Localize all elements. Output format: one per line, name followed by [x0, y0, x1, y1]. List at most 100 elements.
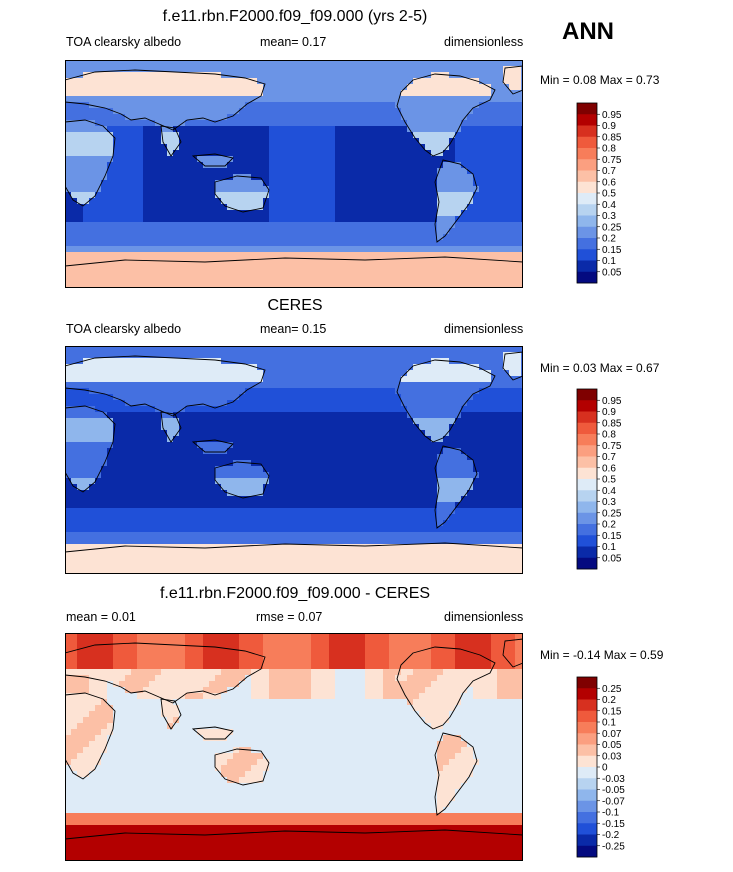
colorbar-tick-label: 0.4	[602, 200, 616, 211]
colorbar-swatch	[577, 467, 597, 480]
colorbar-tick-label: 0.25	[602, 684, 622, 695]
panel-3-minmax: Min = -0.14 Max = 0.59	[540, 648, 664, 662]
map-frame	[65, 346, 523, 574]
colorbar-tick-label: 0.8	[602, 144, 616, 155]
colorbar-tick-label: 0.95	[602, 396, 622, 407]
colorbar-tick-label: 0.8	[602, 430, 616, 441]
colorbar-swatch	[577, 767, 597, 779]
map-field	[65, 60, 523, 288]
colorbar-tick-label: -0.03	[602, 774, 625, 785]
colorbar-tick-label: 0.2	[602, 520, 616, 531]
colorbar-tick-label: 0.1	[602, 542, 616, 553]
colorbar-tick-label: 0.5	[602, 475, 616, 486]
map-frame	[65, 60, 523, 288]
colorbar-swatch	[577, 710, 597, 723]
colorbar-swatch	[577, 445, 597, 457]
colorbar-swatch	[577, 744, 597, 757]
map-frame	[65, 633, 523, 861]
colorbar-swatch	[577, 535, 597, 547]
map-field	[65, 346, 523, 574]
colorbar-swatch	[577, 103, 597, 115]
colorbar-swatch	[577, 557, 597, 570]
panel-3-map	[65, 633, 523, 861]
colorbar-swatch	[577, 422, 597, 435]
panel-3-units-label: dimensionless	[444, 610, 524, 624]
colorbar-tick-label: -0.05	[602, 785, 625, 796]
colorbar-swatch	[577, 789, 597, 802]
colorbar-tick-label: -0.2	[602, 830, 620, 841]
colorbar-swatch	[577, 389, 597, 401]
colorbar-swatch	[577, 512, 597, 525]
colorbar-swatch	[577, 699, 597, 712]
colorbar-swatch	[577, 778, 597, 790]
panel-2-title: CERES	[267, 297, 323, 314]
colorbar-swatch	[577, 479, 597, 491]
panel-3-title: f.e11.rbn.F2000.f09_f09.000 - CERES	[159, 585, 431, 602]
colorbar-tick-label: 0.15	[602, 245, 622, 256]
colorbar-swatch	[577, 434, 597, 446]
map-coastlines	[65, 638, 523, 861]
colorbar-tick-label: 0.05	[602, 267, 622, 278]
colorbar-swatch	[577, 125, 597, 138]
panel-2-minmax: Min = 0.03 Max = 0.67	[540, 361, 660, 375]
colorbar-swatch	[577, 501, 597, 514]
panel-1-colorbar: 0.950.90.850.80.750.70.60.50.40.30.250.2…	[576, 102, 622, 284]
panel-1-variable-label: TOA clearsky albedo	[66, 35, 182, 49]
colorbar-tick-label: 0.85	[602, 132, 622, 143]
colorbar-swatch	[577, 181, 597, 194]
colorbar-swatch	[577, 546, 597, 559]
colorbar-tick-label: 0.7	[602, 166, 616, 177]
colorbar-tick-label: -0.25	[602, 841, 625, 852]
panel-3-colorbar: 0.250.20.150.10.070.050.030-0.03-0.05-0.…	[576, 676, 625, 858]
panel-2-variable-label: TOA clearsky albedo	[66, 322, 182, 336]
colorbar-swatch	[577, 400, 597, 412]
colorbar-swatch	[577, 159, 597, 171]
panel-2-mean-label: mean= 0.15	[260, 322, 327, 336]
panel-1-units-label: dimensionless	[444, 35, 524, 49]
colorbar-tick-label: 0.15	[602, 531, 622, 542]
colorbar-tick-label: 0.6	[602, 463, 616, 474]
colorbar-swatch	[577, 249, 597, 261]
panel-1-title: f.e11.rbn.F2000.f09_f09.000 (yrs 2-5)	[162, 8, 428, 25]
colorbar-tick-label: 0.05	[602, 553, 622, 564]
colorbar-swatch	[577, 688, 597, 700]
colorbar-swatch	[577, 170, 597, 183]
colorbar-swatch	[577, 271, 597, 284]
colorbar-tick-label: 0.07	[602, 729, 622, 740]
colorbar-tick-label: -0.15	[602, 819, 625, 830]
colorbar-swatch	[577, 193, 597, 205]
colorbar-swatch	[577, 148, 597, 160]
colorbar-swatch	[577, 524, 597, 536]
colorbar-swatch	[577, 456, 597, 469]
colorbar-tick-label: 0.85	[602, 418, 622, 429]
colorbar-swatch	[577, 845, 597, 858]
panel-3-mean-label: mean = 0.01	[66, 610, 136, 624]
colorbar-tick-label: 0.15	[602, 706, 622, 717]
colorbar-swatch	[577, 834, 597, 847]
colorbar-tick-label: 0.2	[602, 695, 616, 706]
colorbar-tick-label: 0.25	[602, 508, 622, 519]
colorbar-tick-label: 0.95	[602, 110, 622, 121]
colorbar-tick-label: 0.03	[602, 751, 622, 762]
colorbar-swatch	[577, 677, 597, 689]
colorbar-swatch	[577, 260, 597, 273]
colorbar-swatch	[577, 800, 597, 813]
colorbar-swatch	[577, 722, 597, 734]
colorbar-swatch	[577, 411, 597, 424]
colorbar-tick-label: 0.25	[602, 222, 622, 233]
colorbar-tick-label: 0.4	[602, 486, 616, 497]
colorbar-tick-label: 0.05	[602, 740, 622, 751]
panel-1-minmax: Min = 0.08 Max = 0.73	[540, 73, 660, 87]
colorbar-swatch	[577, 136, 597, 149]
colorbar-tick-label: 0.3	[602, 497, 616, 508]
colorbar-swatch	[577, 733, 597, 745]
colorbar-tick-label: 0.1	[602, 256, 616, 267]
colorbar-swatch	[577, 215, 597, 228]
colorbar-swatch	[577, 204, 597, 216]
colorbar-swatch	[577, 238, 597, 250]
colorbar-swatch	[577, 490, 597, 502]
colorbar-swatch	[577, 226, 597, 239]
panel-1-map	[65, 60, 523, 288]
colorbar-tick-label: 0.6	[602, 177, 616, 188]
map-coastlines	[65, 65, 523, 288]
